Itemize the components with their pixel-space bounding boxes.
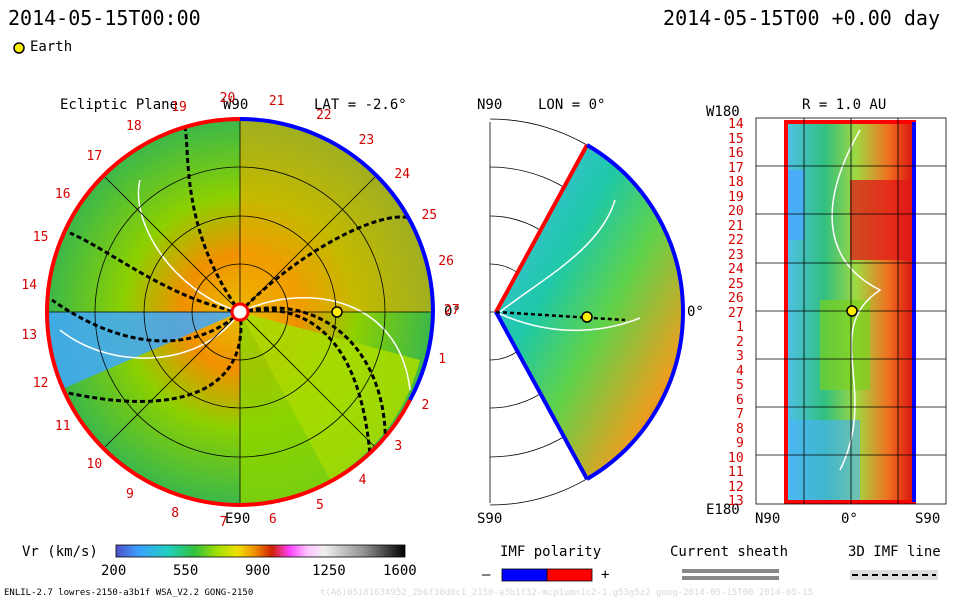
- colorbar-tick-550: 550: [173, 563, 199, 579]
- rim-number: 22: [315, 108, 332, 124]
- rotation-label: 6: [736, 392, 744, 408]
- rotation-label: 17: [728, 160, 744, 176]
- rim-number: 8: [171, 506, 180, 522]
- rim-number: 21: [268, 94, 285, 110]
- rotation-label: 1: [736, 320, 744, 335]
- rotation-label: 19: [728, 189, 744, 205]
- radial-title: R = 1.0 AU: [802, 97, 887, 113]
- imf-minus-label: –: [482, 567, 491, 583]
- ecliptic-top-label: W90: [223, 97, 249, 113]
- imf-polarity-title: IMF polarity: [500, 544, 602, 560]
- imf-line-title: 3D IMF line: [848, 544, 941, 560]
- rim-number: 10: [86, 457, 103, 473]
- rim-number: 2: [421, 398, 430, 414]
- rotation-label: 16: [728, 146, 744, 161]
- meridional-bottom-label: S90: [477, 511, 503, 527]
- rotation-label: 21: [728, 218, 744, 234]
- rim-number: 11: [54, 419, 71, 435]
- rotation-label: 12: [728, 479, 744, 495]
- rotation-label: 3: [736, 349, 744, 364]
- radial-bottom-left: E180: [706, 502, 740, 518]
- rotation-label: 23: [728, 247, 744, 263]
- rotation-label: 24: [728, 262, 744, 277]
- rotation-label: 20: [728, 204, 744, 219]
- ecliptic-title: Ecliptic Plane: [60, 97, 179, 113]
- meridional-top-label: N90: [477, 97, 503, 113]
- earth-legend-icon: [13, 42, 25, 54]
- rim-number: 19: [171, 99, 187, 115]
- rim-number: 6: [268, 511, 277, 527]
- rim-number: 1: [438, 351, 447, 367]
- colorbar-tick-1600: 1600: [383, 563, 417, 579]
- radial-plot: [755, 117, 947, 505]
- rim-number: 4: [358, 473, 367, 489]
- colorbar-tick-900: 900: [245, 563, 271, 579]
- rim-number: 23: [358, 132, 375, 148]
- rotation-label: 26: [728, 291, 744, 306]
- imf-plus-swatch: [546, 568, 593, 582]
- colorbar-label: Vr (km/s): [22, 544, 98, 560]
- earth-marker-radial: [846, 305, 858, 317]
- rotation-label: 15: [728, 131, 744, 147]
- rotation-label: 18: [728, 175, 744, 190]
- sun-marker: [230, 302, 250, 322]
- meridional-right-label: 0°: [687, 304, 704, 320]
- rim-number: 7: [219, 514, 228, 530]
- ecliptic-bottom-label: E90: [225, 511, 251, 527]
- meridional-lon-label: LON = 0°: [538, 97, 606, 113]
- radial-bottom-s90: S90: [915, 511, 941, 527]
- imf-minus-swatch: [501, 568, 548, 582]
- rotation-label: 11: [728, 465, 744, 480]
- rim-number: 5: [315, 497, 324, 513]
- rim-number: 20: [219, 91, 236, 107]
- rim-number: 15: [32, 230, 49, 246]
- imf-plus-label: +: [601, 567, 610, 583]
- ecliptic-lat-label: LAT = -2.6°: [314, 97, 407, 113]
- radial-top-left: W180: [706, 104, 740, 120]
- sheath-swatch-top: [682, 569, 779, 573]
- rotation-label: 7: [736, 407, 744, 422]
- rim-number: 18: [126, 119, 142, 135]
- radial-bottom-zero: 0°: [841, 511, 858, 527]
- rotation-label: 25: [728, 276, 744, 292]
- earth-legend-label: Earth: [30, 39, 73, 55]
- colorbar: [115, 544, 406, 558]
- rotation-label: 2: [736, 334, 744, 350]
- rim-number: 14: [21, 278, 38, 294]
- rim-number: 25: [421, 207, 438, 223]
- rim-number: 9: [126, 486, 134, 502]
- rim-number: 27: [444, 303, 460, 318]
- colorbar-tick-1250: 1250: [312, 563, 346, 579]
- rotation-label: 9: [736, 436, 744, 451]
- header-left-timestamp: 2014-05-15T00:00: [8, 6, 201, 30]
- earth-marker-meridional: [581, 311, 593, 323]
- rotation-label: 4: [736, 363, 744, 379]
- radial-bottom-n90: N90: [755, 511, 781, 527]
- footer-watermark: t(A6)05181634952_2b6f30d0c1_2150-a3b1f32…: [320, 588, 814, 598]
- colorbar-tick-200: 200: [101, 563, 127, 579]
- rotation-label: 27: [728, 305, 744, 321]
- earth-marker-ecliptic: [331, 306, 343, 318]
- current-sheath-title: Current sheath: [670, 544, 789, 560]
- rim-number: 16: [54, 186, 71, 202]
- meridional-plot: [489, 118, 686, 506]
- sheath-swatch-bottom: [682, 576, 779, 580]
- model-info: ENLIL-2.7 lowres-2150-a3b1f WSA_V2.2 GON…: [4, 588, 254, 598]
- rotation-label: 5: [736, 378, 744, 393]
- rim-number: 26: [438, 254, 454, 270]
- rotation-label: 13: [728, 494, 744, 509]
- rotation-label: 22: [728, 233, 744, 248]
- rotation-label: 8: [736, 421, 744, 437]
- ecliptic-right-label: 0°: [444, 304, 461, 320]
- rotation-label: 10: [728, 450, 744, 466]
- header-right-timestamp: 2014-05-15T00 +0.00 day: [663, 6, 940, 30]
- rim-number: 24: [394, 166, 411, 182]
- rim-number: 13: [21, 327, 38, 343]
- rim-number: 3: [394, 439, 403, 455]
- rotation-label: 14: [728, 117, 744, 132]
- rim-number: 12: [32, 375, 49, 391]
- rim-number: 17: [86, 148, 103, 164]
